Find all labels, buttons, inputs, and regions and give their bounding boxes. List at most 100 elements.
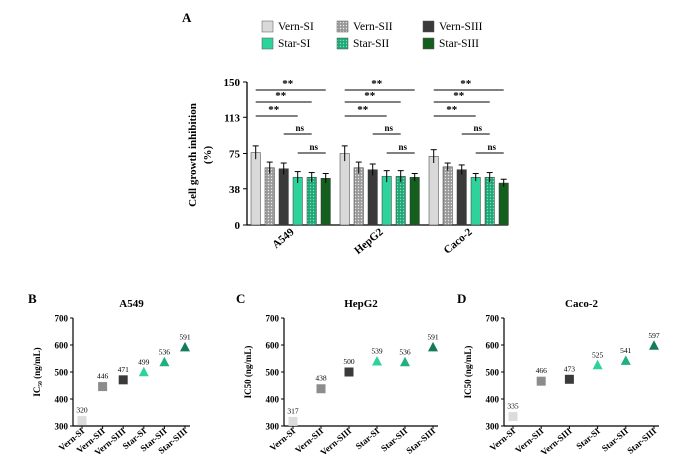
bar — [409, 177, 420, 226]
panel-a-ylabel-line1: Cell growth inhibition — [187, 103, 199, 207]
data-point — [620, 355, 631, 365]
y-tick-label: 700 — [486, 314, 500, 324]
data-label: 597 — [648, 331, 660, 340]
x-category-label: Caco-2 — [442, 226, 475, 257]
legend-label: Star-SII — [353, 38, 389, 50]
legend-label: Star-SI — [278, 38, 311, 50]
significance-label: ** — [357, 104, 369, 116]
data-label: 335 — [507, 402, 519, 411]
panel-letter-a: A — [182, 10, 192, 25]
data-point — [159, 356, 170, 367]
bar — [320, 178, 331, 226]
data-label: 500 — [343, 357, 355, 366]
data-label: 525 — [592, 350, 604, 359]
significance-label: ** — [275, 90, 287, 102]
significance-label: ns — [398, 142, 407, 152]
data-label: 320 — [76, 406, 88, 415]
significance-label: ** — [453, 90, 465, 102]
significance-label: ** — [268, 104, 280, 116]
y-tick-label: 600 — [486, 341, 500, 351]
bar — [456, 169, 467, 226]
panel-title: HepG2 — [344, 298, 378, 310]
bar — [442, 166, 453, 226]
significance-label: ** — [364, 90, 376, 102]
data-point — [372, 355, 382, 366]
data-label: 591 — [179, 332, 191, 341]
x-category-label: HepG2 — [352, 226, 386, 257]
significance-label: ** — [282, 78, 294, 90]
panel-title: A549 — [119, 298, 144, 310]
data-point — [428, 341, 438, 352]
legend-panel-a: Vern-SI Vern-SII Vern-SIII Star-SI Star-SII S… — [261, 20, 483, 50]
legend-swatch — [422, 20, 435, 33]
y-tick-label: 150 — [224, 77, 241, 89]
legend-swatch — [336, 37, 349, 50]
data-point — [316, 384, 326, 394]
significance-label: ** — [446, 104, 458, 116]
y-tick-label: 113 — [224, 112, 240, 124]
y-axis-label: IC50 (ng/mL) — [463, 346, 473, 399]
data-point — [536, 376, 546, 386]
scatter-chart-panel-d: Caco-2 IC50 (ng/mL) 300 400 500 600 700 335 Vern… — [463, 298, 660, 457]
panel-a-ylabel-line2: (%) — [202, 146, 214, 165]
legend-label: Vern-SIII — [439, 21, 483, 33]
bar — [278, 168, 289, 226]
data-label: 471 — [118, 365, 130, 374]
x-tick-label: Star-SIII — [404, 426, 437, 456]
panel-title: Caco-2 — [565, 298, 598, 310]
y-tick-label: 700 — [266, 314, 280, 324]
bar — [395, 176, 406, 226]
legend-label: Vern-SI — [278, 21, 314, 33]
y-tick-label: 500 — [486, 368, 500, 378]
scatter-chart-panel-c: HepG2 IC50 (ng/mL) 300 400 500 600 700 317 Vern-… — [243, 298, 439, 457]
data-point — [564, 374, 574, 384]
y-tick-label: 0 — [235, 220, 241, 232]
legend-swatch — [261, 20, 274, 33]
bar — [381, 176, 392, 226]
significance-label: ns — [309, 142, 318, 152]
x-tick-label: Star-SIII — [625, 426, 658, 456]
bar — [367, 169, 378, 226]
data-label: 499 — [138, 357, 150, 366]
data-label: 317 — [287, 406, 299, 415]
data-label: 539 — [371, 346, 383, 355]
bar — [292, 177, 303, 226]
significance-label: ns — [487, 142, 496, 152]
significance-label: ns — [473, 123, 482, 133]
y-axis-label: IC50 (ng/mL) — [243, 346, 253, 399]
data-point — [649, 340, 659, 350]
data-point — [400, 356, 410, 367]
bar — [306, 177, 317, 226]
significance-label: ** — [371, 78, 383, 90]
data-point — [592, 359, 603, 370]
data-label: 473 — [564, 364, 576, 373]
y-tick-label: 400 — [486, 395, 500, 405]
bar — [428, 156, 439, 226]
legend-swatch — [261, 37, 274, 50]
bar — [353, 167, 364, 226]
significance-label: ns — [384, 123, 393, 133]
data-point — [77, 416, 87, 426]
legend-label: Star-SIII — [439, 38, 479, 50]
y-tick-label: 300 — [266, 422, 280, 432]
panel-letter-b: B — [28, 291, 37, 306]
data-point — [288, 416, 298, 426]
legend-label: Vern-SII — [353, 21, 393, 33]
y-tick-label: 38 — [229, 184, 241, 196]
y-tick-label: 500 — [55, 368, 69, 378]
legend-swatch — [422, 37, 435, 50]
panel-letter-d: D — [457, 291, 466, 306]
data-point — [118, 375, 128, 385]
y-tick-label: 300 — [55, 422, 69, 432]
y-axis-label: IC₅₀ (ng/mL) — [32, 347, 42, 396]
data-label: 446 — [97, 372, 109, 381]
y-tick-label: 700 — [55, 314, 69, 324]
significance-label: ns — [295, 123, 304, 133]
y-tick-label: 300 — [486, 422, 500, 432]
x-tick-label: Star-SI — [574, 426, 602, 452]
data-point — [98, 382, 108, 392]
data-label: 541 — [620, 346, 632, 355]
bar — [470, 177, 481, 226]
